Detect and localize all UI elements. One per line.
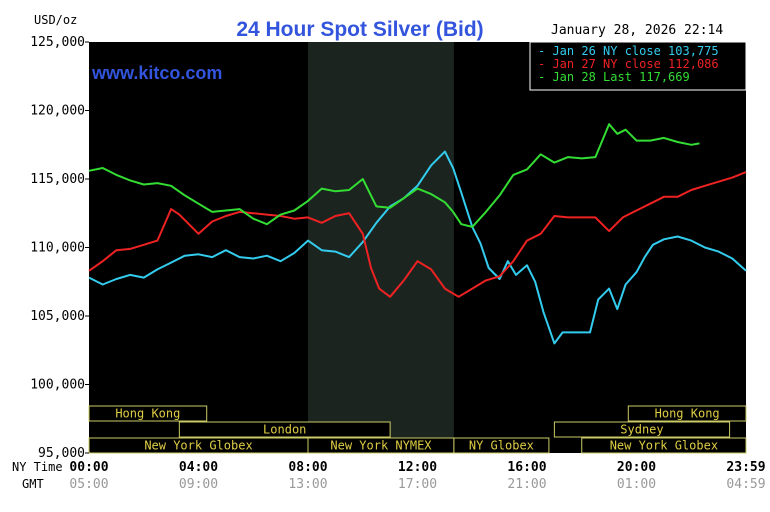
- x-tick-label-gmt: 05:00: [69, 477, 108, 492]
- y-tick-label: 115,000: [30, 172, 85, 187]
- x-tick-label-ny: 08:00: [288, 460, 327, 475]
- x-tick-label-ny: 20:00: [617, 460, 656, 475]
- x-tick-label-gmt: 09:00: [179, 477, 218, 492]
- legend-box: [529, 41, 747, 91]
- y-tick-label: 95,000: [38, 446, 85, 461]
- y-tick-label: 110,000: [30, 241, 85, 256]
- ny-time-row-label: NY Time: [12, 460, 63, 474]
- session-bar: [553, 421, 731, 438]
- x-tick-label-gmt: 21:00: [507, 477, 546, 492]
- session-bar: [453, 437, 550, 454]
- gmt-row-label: GMT: [22, 477, 44, 491]
- y-tick-label: 100,000: [30, 378, 85, 393]
- x-tick-label-gmt: 01:00: [617, 477, 656, 492]
- chart-datetime: January 28, 2026 22:14: [551, 23, 723, 38]
- session-label: NY Globex: [469, 439, 534, 453]
- session-label: Hong Kong: [655, 407, 720, 421]
- y-axis: 125,000 120,000 115,000 110,000 105,000 100,0…: [30, 35, 89, 461]
- session-label: New York Globex: [144, 439, 252, 453]
- y-tick-label: 105,000: [30, 309, 85, 324]
- session-bars: Hong Kong London New York Globex New York N…: [88, 405, 747, 454]
- y-tick-label: 120,000: [30, 104, 85, 119]
- y-tick-label: 125,000: [30, 35, 85, 50]
- trading-session-shade: [308, 42, 454, 453]
- legend-entry: - Jan 28 Last 117,669: [538, 70, 690, 84]
- x-tick-label-gmt: 13:00: [288, 477, 327, 492]
- x-axis: 00:00 05:00 04:00 09:00 08:00 13:00 12:00 17:00…: [69, 460, 765, 492]
- series-line: [88, 171, 747, 298]
- session-bar: [88, 405, 208, 422]
- x-tick-label-ny: 16:00: [507, 460, 546, 475]
- session-label: Hong Kong: [115, 407, 180, 421]
- brand-watermark: www.kitco.com: [91, 63, 222, 83]
- legend: - Jan 26 NY close 103,775- Jan 27 NY clo…: [529, 41, 747, 91]
- session-bar: [178, 421, 391, 438]
- x-tick-label-gmt: 17:00: [398, 477, 437, 492]
- x-tick-label-ny: 23:59: [726, 460, 765, 475]
- series-line: [88, 150, 747, 345]
- x-tick-label-ny: 12:00: [398, 460, 437, 475]
- y-axis-label: USD/oz: [34, 13, 77, 27]
- legend-entry: - Jan 26 NY close 103,775: [538, 44, 719, 58]
- x-tick-label-ny: 00:00: [69, 460, 108, 475]
- session-label: New York NYMEX: [330, 439, 432, 453]
- x-tick-label-gmt: 04:59: [726, 477, 765, 492]
- session-bar: [581, 437, 747, 454]
- session-label: London: [263, 423, 306, 437]
- session-label: New York Globex: [610, 439, 718, 453]
- chart-title: 24 Hour Spot Silver (Bid): [236, 18, 483, 41]
- session-bar: [627, 405, 747, 422]
- x-tick-label-ny: 04:00: [179, 460, 218, 475]
- session-label: Sydney: [620, 423, 663, 437]
- series-line: [88, 123, 700, 228]
- legend-entry: - Jan 27 NY close 112,086: [538, 57, 719, 71]
- series-group: [88, 123, 747, 345]
